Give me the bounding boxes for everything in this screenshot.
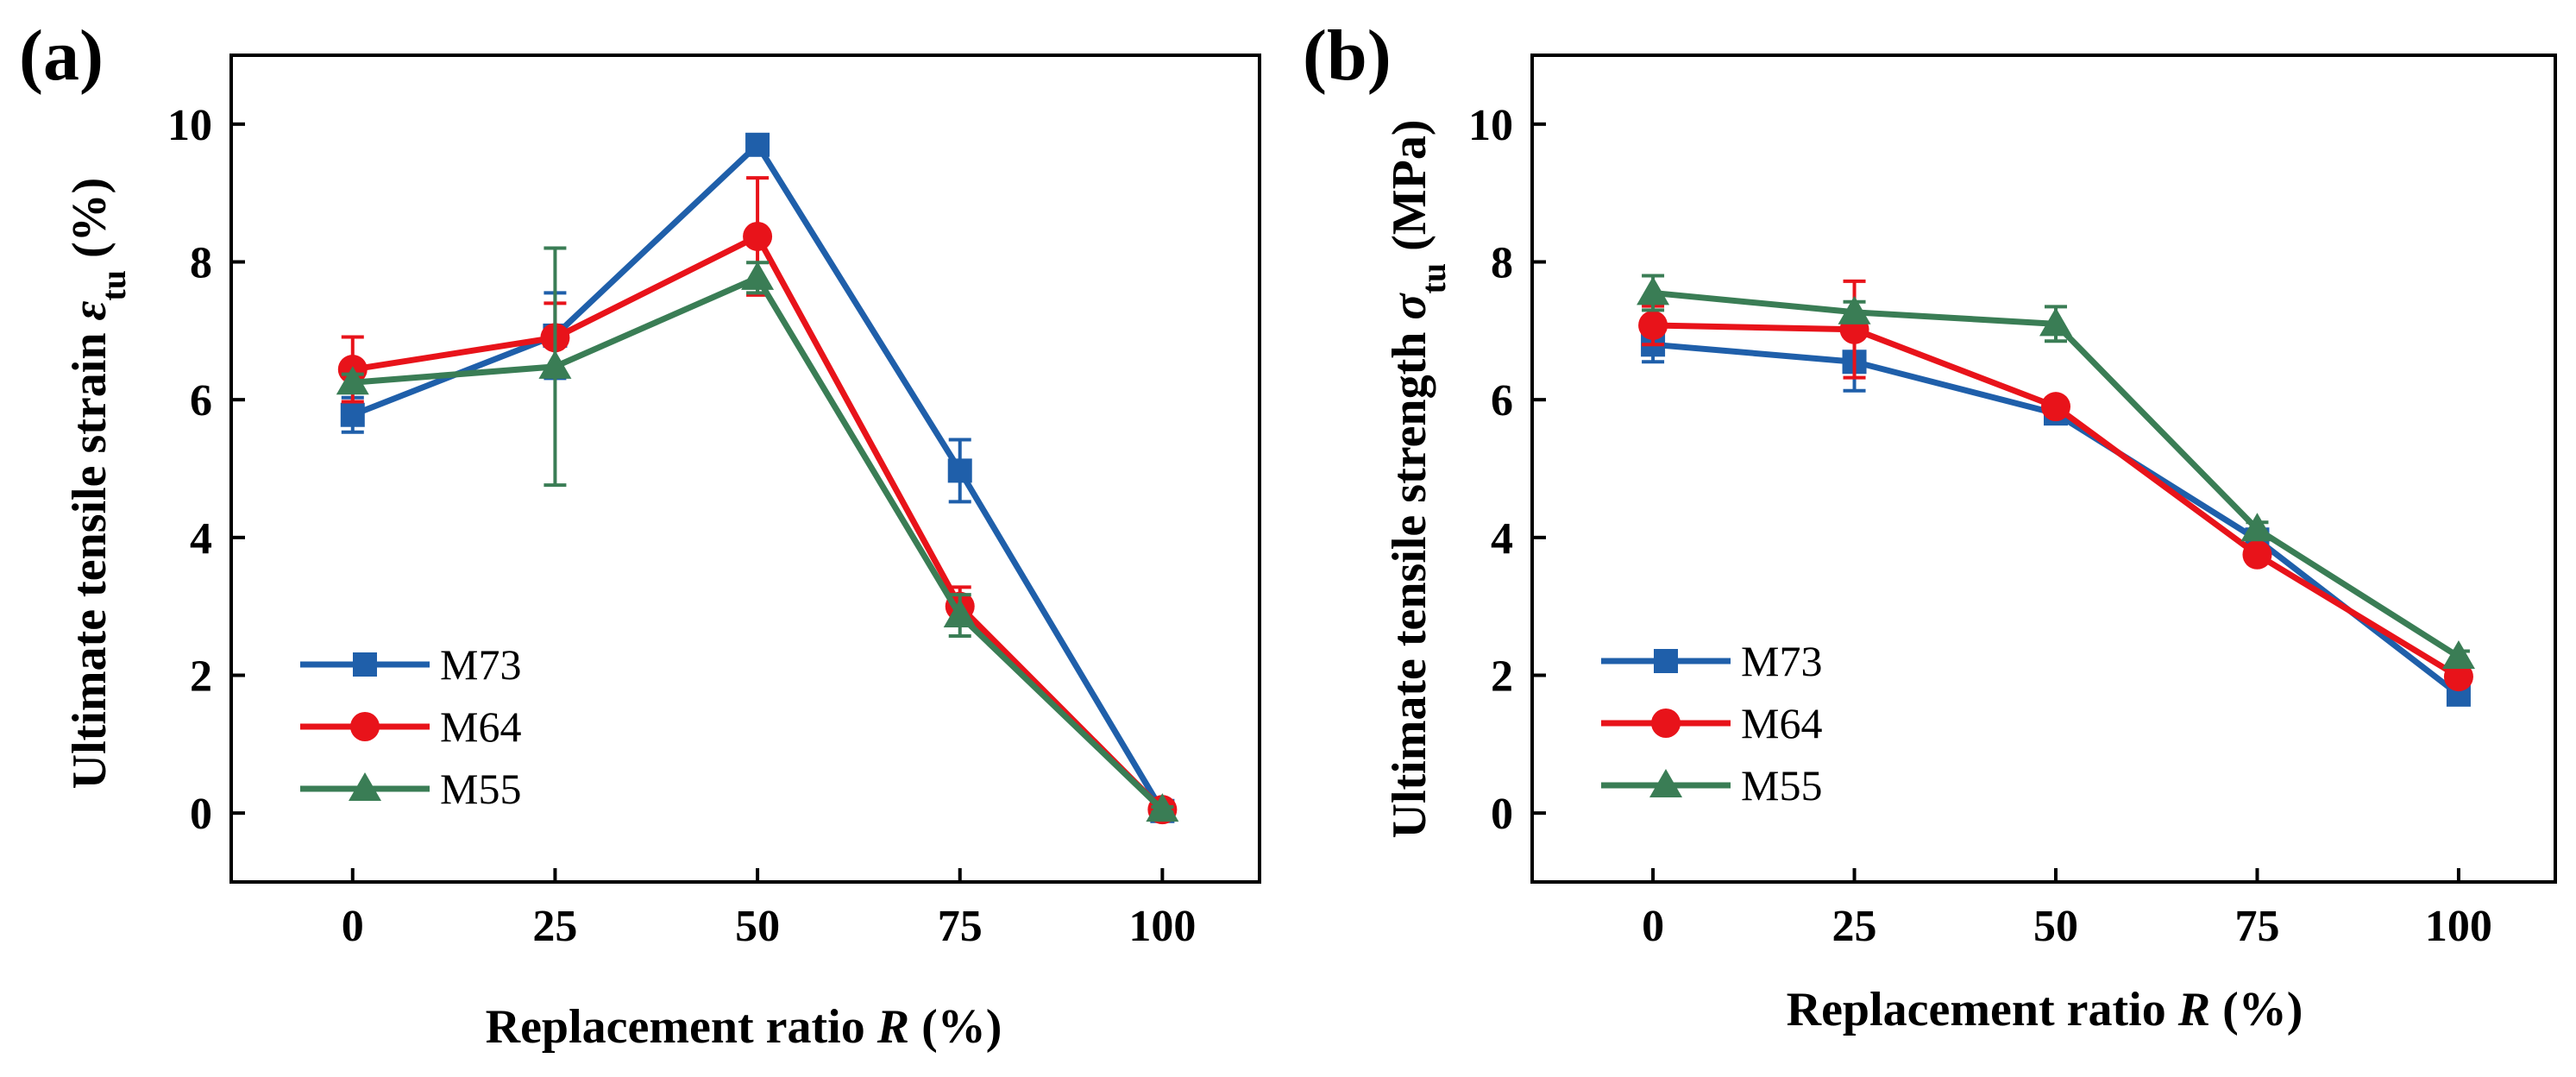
panel-a-legend-item-m64: M64	[300, 702, 521, 751]
panel-b-ylabel-unit: (MPa)	[1383, 120, 1436, 263]
panel-a-label: (a)	[19, 16, 104, 96]
panel-b-series-m64	[1638, 279, 2473, 692]
panel-a-y-tick-label: 10	[167, 101, 212, 150]
panel-a-legend-label: M55	[440, 765, 521, 813]
panel-a-series-m73-point	[947, 458, 972, 483]
panel-a-series-m73-point	[745, 132, 770, 157]
panel-b-y-tick-label: 4	[1491, 514, 1513, 564]
panel-b-y-tick-label: 2	[1491, 652, 1513, 702]
panel-a-legend-item-m55: M55	[300, 765, 521, 813]
panel-a-series-m55-point	[943, 599, 977, 628]
panel-b-x-tick-label: 25	[1832, 902, 1877, 951]
panel-b-legend-marker	[1651, 709, 1681, 738]
panel-a-series-m64-point	[743, 221, 773, 251]
panel-b-series-m64-point	[1638, 310, 1668, 340]
panel-b-xlabel-unit: (%)	[2210, 983, 2303, 1036]
panel-b-y-tick-label: 10	[1468, 101, 1513, 150]
panel-b-legend-label: M73	[1741, 637, 1822, 685]
panel-b: (b) 0 25 50 75 100 0 2 4 6 8 10 M73 M64 M55 Replaceme…	[1303, 16, 2557, 1036]
panel-a-ylabel-sub: tu	[94, 270, 133, 301]
panel-b-ylabel: Ultimate tensile strength σtu (MPa)	[1383, 120, 1453, 839]
panel-b-series-m64-point	[2041, 392, 2071, 422]
panel-a-legend-label: M64	[440, 702, 521, 751]
panel-a-legend-label: M73	[440, 640, 521, 689]
panel-a-x-tick-label: 0	[342, 902, 364, 951]
panel-b-legend-label: M55	[1741, 761, 1822, 809]
panel-a-plot: 0 25 50 75 100 0 2 4 6 8 10 M73 M64 M55	[167, 54, 1261, 951]
panel-a-y-tick-label: 8	[190, 239, 212, 288]
panel-a-series-m55	[336, 246, 1179, 822]
panel-b-legend-item-m73: M73	[1601, 637, 1822, 685]
panel-b-label: (b)	[1303, 16, 1392, 96]
panel-a-series-m55-point	[1146, 793, 1179, 822]
panel-b-x-tick-label: 75	[2234, 902, 2279, 951]
panel-a-legend-marker	[349, 772, 381, 801]
panel-a: (a) 0 25 50 75 100 0 2 4 6 8 10 M73 M64 M55 Replaceme…	[19, 16, 1261, 1054]
panel-b-x-tick-label: 100	[2425, 902, 2492, 951]
panel-a-xlabel-var: R	[876, 1000, 909, 1054]
panel-a-ylabel-var: ε	[63, 301, 116, 321]
panel-a-y-tick-label: 6	[190, 376, 212, 425]
panel-b-series-m55-point	[2441, 639, 2475, 669]
panel-a-y-tick-label: 0	[190, 790, 212, 839]
panel-a-x-tick-label: 50	[735, 902, 780, 951]
panel-a-series-m73-point	[340, 402, 365, 427]
panel-b-y-tick-label: 8	[1491, 239, 1513, 288]
panel-a-x-tick-label: 75	[938, 902, 983, 951]
panel-a-legend-marker	[353, 652, 377, 677]
panel-b-ylabel-main: Ultimate tensile strength	[1383, 320, 1436, 839]
panel-b-series-m55-point	[1637, 276, 1670, 305]
panel-b-xlabel-var: R	[2177, 983, 2210, 1036]
panel-a-xlabel: Replacement ratio R (%)	[486, 1000, 1002, 1054]
panel-b-xlabel: Replacement ratio R (%)	[1787, 983, 2303, 1036]
panel-b-y-tick-label: 6	[1491, 376, 1513, 425]
panel-b-xlabel-main: Replacement ratio	[1787, 983, 2178, 1036]
panel-a-ylabel-main: Ultimate tensile strain	[63, 321, 116, 790]
panel-a-legend: M73 M64 M55	[300, 640, 521, 813]
panel-b-legend-marker	[1649, 769, 1682, 797]
panel-a-xlabel-unit: (%)	[909, 1000, 1002, 1054]
panel-a-y-tick-label: 2	[190, 652, 212, 702]
panel-a-legend-item-m73: M73	[300, 640, 521, 689]
panel-b-plot: 0 25 50 75 100 0 2 4 6 8 10 M73 M64 M55	[1468, 54, 2557, 951]
panel-a-ylabel: Ultimate tensile strain εtu (%)	[63, 178, 133, 790]
panel-b-legend-item-m64: M64	[1601, 699, 1822, 747]
panel-b-x-tick-label: 0	[1642, 902, 1664, 951]
panel-b-x-tick-label: 50	[2033, 902, 2078, 951]
panel-b-series-m64-point	[2443, 662, 2473, 692]
panel-a-x-tick-label: 100	[1128, 902, 1196, 951]
panel-b-legend-label: M64	[1741, 699, 1822, 747]
panel-a-x-tick-label: 25	[532, 902, 577, 951]
panel-a-frame	[229, 54, 1261, 884]
panel-b-series-m55-point	[2039, 307, 2073, 337]
panel-b-legend-marker	[1654, 649, 1678, 673]
panel-b-ylabel-sub: tu	[1414, 263, 1453, 294]
panel-a-series-m55-point	[741, 261, 775, 290]
panel-a-series-m55-point	[538, 350, 572, 379]
panel-b-y-tick-label: 0	[1491, 790, 1513, 839]
panel-a-legend-marker	[350, 712, 380, 741]
panel-a-ylabel-unit: (%)	[63, 178, 116, 270]
panel-b-series-m64-line	[1653, 322, 2460, 680]
panel-a-series-m55-point	[336, 366, 369, 395]
panel-a-y-tick-label: 4	[190, 514, 212, 564]
panel-b-ylabel-var: σ	[1383, 293, 1436, 320]
panel-b-legend-item-m55: M55	[1601, 761, 1822, 809]
panel-b-series-m55	[1637, 274, 2475, 669]
panel-b-series-m64-point	[2242, 539, 2272, 570]
panel-b-frame	[1530, 54, 2557, 884]
panel-b-series-m55-point	[1838, 295, 1871, 324]
panel-b-series-m55-point	[2240, 513, 2274, 542]
panel-a-xlabel-main: Replacement ratio	[486, 1000, 877, 1054]
panel-b-legend: M73 M64 M55	[1601, 637, 1822, 809]
